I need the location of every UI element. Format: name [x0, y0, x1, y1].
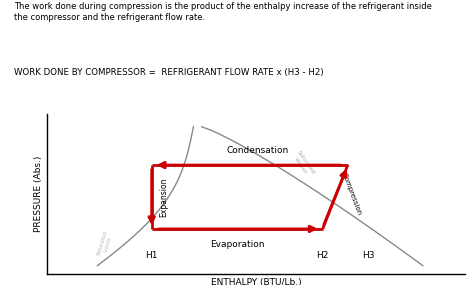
Text: The work done during compression is the product of the enthalpy increase of the : The work done during compression is the …	[14, 2, 432, 22]
Text: Condensation: Condensation	[227, 146, 289, 156]
Text: H2: H2	[317, 251, 329, 260]
Text: Compression: Compression	[341, 172, 363, 216]
Y-axis label: PRESSURE (Abs.): PRESSURE (Abs.)	[34, 156, 43, 232]
Text: Saturated
Vapour: Saturated Vapour	[291, 150, 315, 178]
Text: H3: H3	[362, 251, 375, 260]
Text: Evaporation: Evaporation	[210, 240, 264, 249]
X-axis label: ENTHALPY (BTU/Lb.): ENTHALPY (BTU/Lb.)	[210, 278, 301, 285]
Text: Saturated
Liquid: Saturated Liquid	[96, 229, 114, 258]
Text: H1: H1	[146, 251, 158, 260]
Text: Expansion: Expansion	[160, 177, 169, 217]
Text: WORK DONE BY COMPRESSOR =  REFRIGERANT FLOW RATE x (H3 - H2): WORK DONE BY COMPRESSOR = REFRIGERANT FL…	[14, 68, 324, 78]
